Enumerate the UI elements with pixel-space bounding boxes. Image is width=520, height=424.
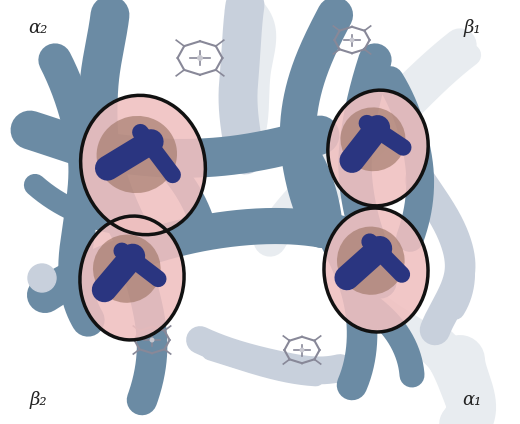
Circle shape <box>150 338 154 342</box>
Text: β₁: β₁ <box>463 19 481 37</box>
Ellipse shape <box>80 216 184 340</box>
Text: β₂: β₂ <box>29 391 47 409</box>
Ellipse shape <box>328 90 428 206</box>
Circle shape <box>198 56 202 60</box>
Ellipse shape <box>97 116 177 193</box>
Ellipse shape <box>324 208 428 332</box>
Ellipse shape <box>341 107 406 171</box>
Text: α₁: α₁ <box>462 391 482 409</box>
Circle shape <box>76 308 100 332</box>
Text: α₂: α₂ <box>28 19 48 37</box>
Ellipse shape <box>93 234 161 303</box>
Circle shape <box>28 264 56 292</box>
Circle shape <box>350 38 354 42</box>
Ellipse shape <box>337 226 405 295</box>
Circle shape <box>300 348 304 352</box>
Ellipse shape <box>81 95 205 234</box>
